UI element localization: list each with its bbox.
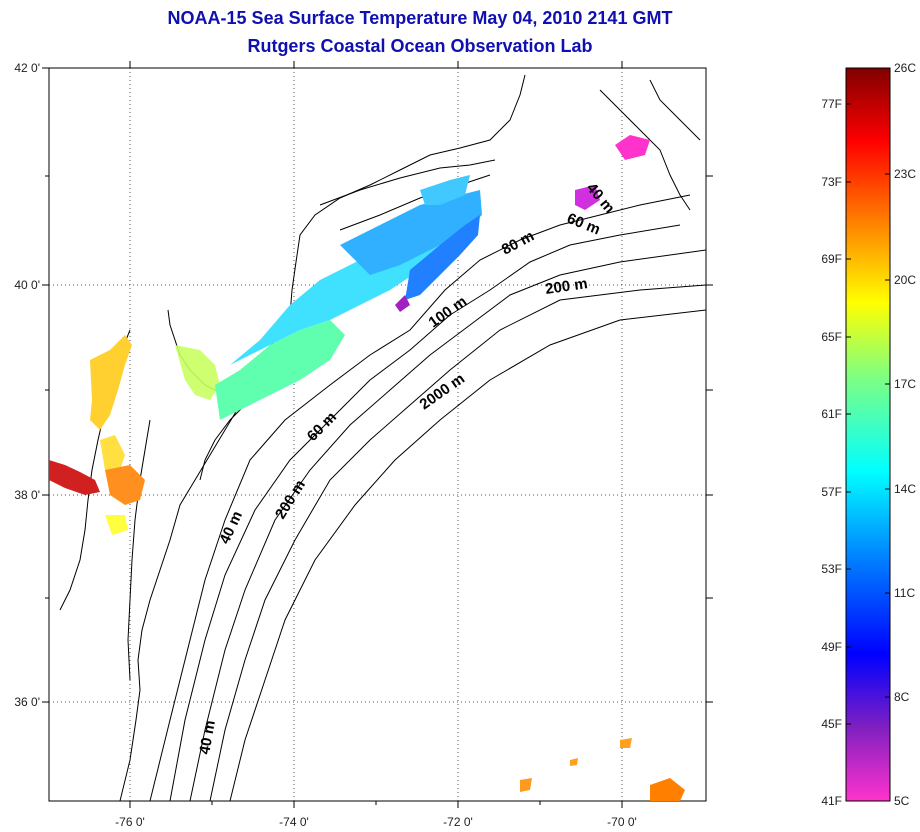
lon-label: -76 0' bbox=[115, 815, 145, 829]
fahrenheit-label: 61F bbox=[821, 407, 842, 421]
lat-label: 38 0' bbox=[14, 488, 40, 502]
celsius-label: 11C bbox=[894, 586, 915, 600]
celsius-label: 17C bbox=[894, 377, 916, 391]
celsius-label: 26C bbox=[894, 61, 916, 75]
celsius-label: 8C bbox=[894, 690, 910, 704]
fahrenheit-label: 57F bbox=[821, 485, 842, 499]
lat-label: 36 0' bbox=[14, 695, 40, 709]
map-ticks bbox=[42, 61, 713, 808]
map-title: NOAA-15 Sea Surface Temperature May 04, … bbox=[167, 8, 673, 28]
lat-label: 42 0' bbox=[14, 61, 40, 75]
sst-data-patches bbox=[49, 135, 685, 801]
celsius-label: 23C bbox=[894, 167, 916, 181]
lon-label: -72 0' bbox=[443, 815, 473, 829]
fahrenheit-label: 49F bbox=[821, 640, 842, 654]
cape-cod-shore bbox=[599, 79, 701, 211]
fahrenheit-label: 65F bbox=[821, 330, 842, 344]
fahrenheit-label: 77F bbox=[821, 97, 842, 111]
map-subtitle: Rutgers Coastal Ocean Observation Lab bbox=[247, 36, 593, 56]
contour-label: 40 m bbox=[196, 719, 219, 756]
contour-label: 200 m bbox=[544, 275, 588, 298]
temperature-colorbar bbox=[845, 67, 891, 802]
lon-label: -74 0' bbox=[279, 815, 309, 829]
celsius-label: 14C bbox=[894, 482, 916, 496]
fahrenheit-label: 73F bbox=[821, 175, 842, 189]
lon-label: -70 0' bbox=[607, 815, 637, 829]
lat-label: 40 0' bbox=[14, 278, 40, 292]
fahrenheit-label: 41F bbox=[821, 794, 842, 808]
bathymetry-contours bbox=[149, 194, 706, 801]
celsius-label: 5C bbox=[894, 794, 910, 808]
fahrenheit-label: 69F bbox=[821, 252, 842, 266]
fahrenheit-label: 45F bbox=[821, 717, 842, 731]
celsius-label: 20C bbox=[894, 273, 916, 287]
long-island-shore bbox=[319, 159, 496, 231]
fahrenheit-label: 53F bbox=[821, 562, 842, 576]
